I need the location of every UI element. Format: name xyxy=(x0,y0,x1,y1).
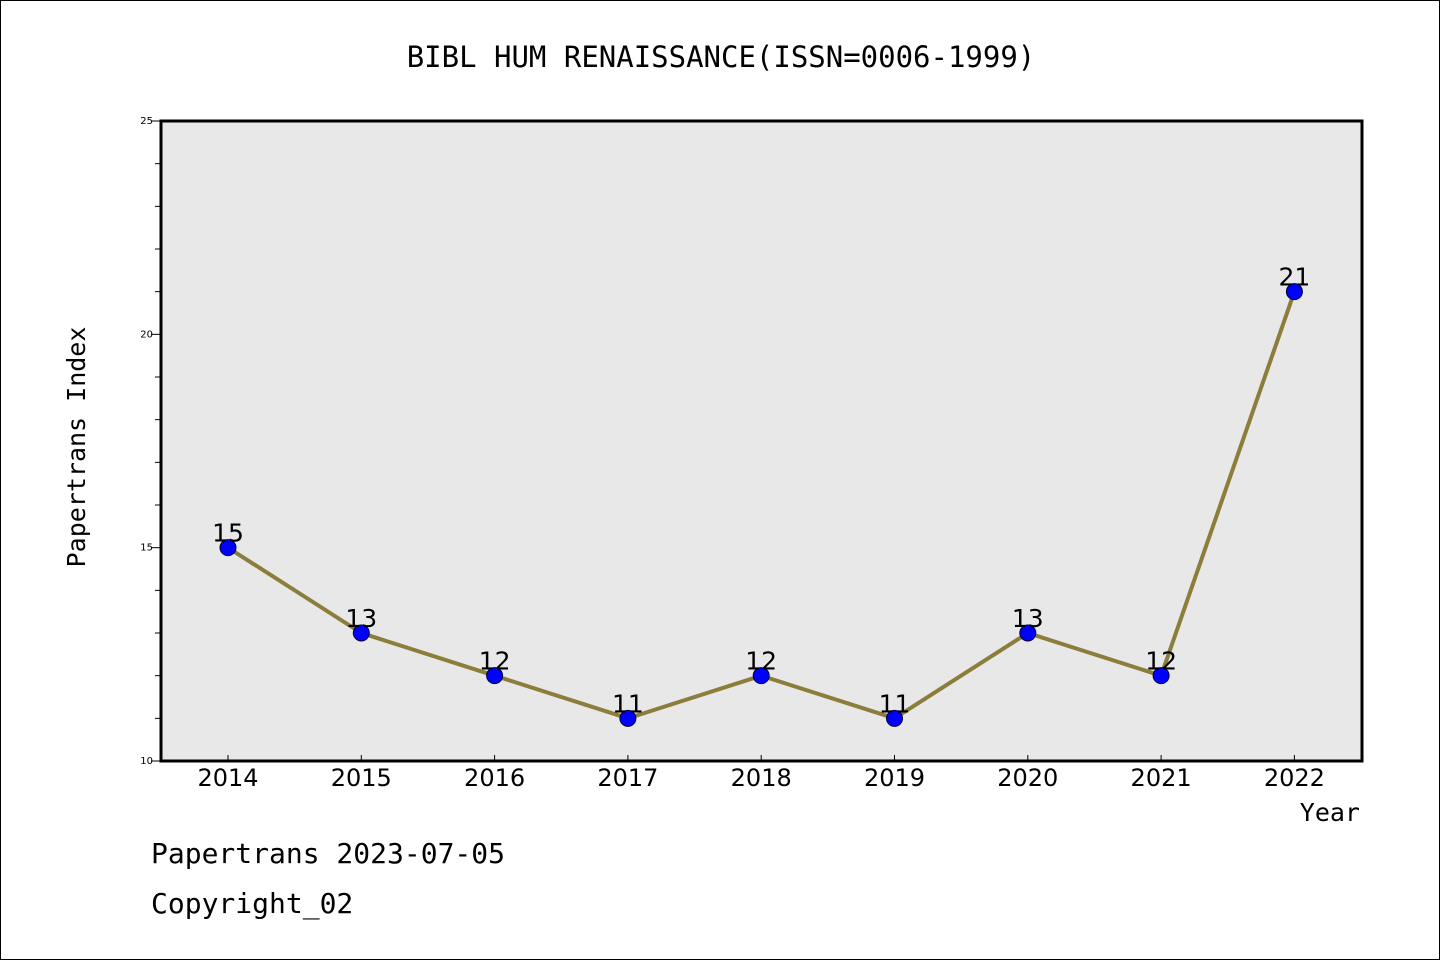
x-tick-label: 2019 xyxy=(864,764,925,792)
plot-area xyxy=(159,119,1364,763)
data-point xyxy=(219,539,237,557)
data-point xyxy=(1285,283,1303,301)
data-label: 11 xyxy=(879,689,911,718)
footer-date-stamp: Papertrans 2023-07-05 xyxy=(151,837,506,870)
chart-title: BIBL HUM RENAISSANCE(ISSN=0006-1999) xyxy=(407,40,1036,74)
y-tick-label: 15 xyxy=(140,543,153,554)
x-tick-label: 2022 xyxy=(1264,764,1325,792)
x-tick-label: 2015 xyxy=(331,764,392,792)
x-axis-tick-labels: 2014 2015 2016 2017 2018 2019 2020 2021 2022 xyxy=(197,764,1324,792)
data-point xyxy=(352,624,370,642)
data-point xyxy=(619,709,637,727)
x-tick-label: 2014 xyxy=(197,764,258,792)
x-tick-label: 2018 xyxy=(731,764,792,792)
data-point xyxy=(486,667,504,685)
footer-copyright: Copyright_02 xyxy=(151,887,354,920)
data-points xyxy=(219,283,1303,727)
x-axis-ticks xyxy=(227,755,1295,761)
data-point xyxy=(752,667,770,685)
data-label: 12 xyxy=(479,647,511,676)
data-label: 13 xyxy=(1012,604,1044,633)
data-label: 11 xyxy=(612,689,644,718)
data-point xyxy=(1152,667,1170,685)
x-tick-label: 2021 xyxy=(1131,764,1192,792)
data-labels: 15 13 12 11 12 11 13 12 21 xyxy=(212,263,1310,719)
y-tick-label: 20 xyxy=(140,329,153,340)
y-axis-label: Papertrans Index xyxy=(62,327,91,568)
data-label: 12 xyxy=(1145,647,1177,676)
data-label: 15 xyxy=(212,519,244,548)
y-tick-label: 25 xyxy=(140,116,153,127)
data-label: 13 xyxy=(345,604,377,633)
x-tick-label: 2020 xyxy=(997,764,1058,792)
x-tick-label: 2016 xyxy=(464,764,525,792)
y-axis-tick-labels: 10 15 20 25 xyxy=(140,116,153,767)
y-axis-ticks xyxy=(151,120,161,762)
data-point xyxy=(1019,624,1037,642)
x-tick-label: 2017 xyxy=(597,764,658,792)
data-point xyxy=(886,709,903,727)
data-label: 21 xyxy=(1278,263,1310,292)
data-label: 12 xyxy=(745,647,777,676)
y-tick-label: 10 xyxy=(140,756,153,767)
x-axis-label: Year xyxy=(1300,798,1360,827)
